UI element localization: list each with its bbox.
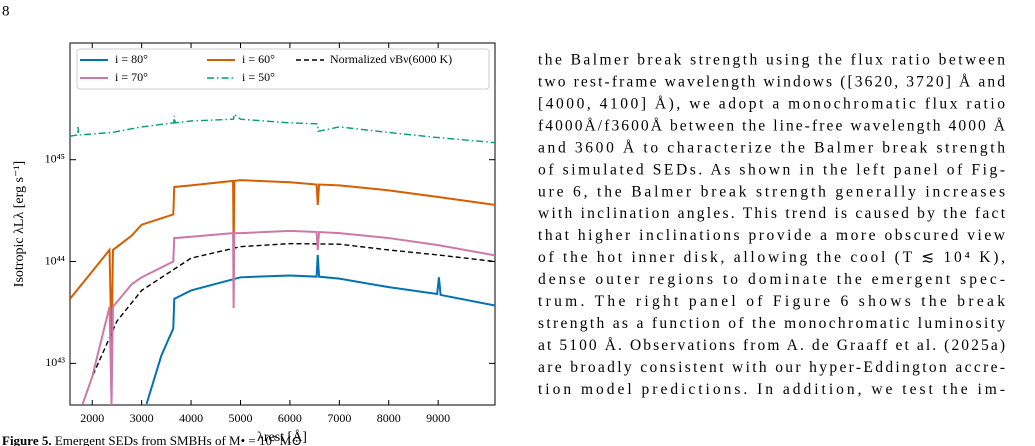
- x-tick-label: 2000: [80, 411, 104, 425]
- x-tick-label: 7000: [327, 411, 351, 425]
- x-axis-label: λrest [Å]: [257, 429, 307, 445]
- body-line: [4000, 4100] Å), we adopt a monochromati…: [538, 95, 1005, 112]
- x-tick-label: 6000: [278, 411, 302, 425]
- page-number: 8: [2, 3, 10, 19]
- legend-label: i = 70°: [115, 70, 148, 84]
- body-line: strength as a function of the monochroma…: [538, 315, 1005, 332]
- body-line: of the hot inner disk, allowing the cool…: [538, 249, 1005, 266]
- body-line: dense outer regions to dominate the emer…: [538, 271, 1005, 288]
- body-line: that higher inclinations provide a more …: [538, 227, 1006, 244]
- legend-label: Normalized νBν(6000 K): [330, 52, 452, 66]
- y-axis-label: Isotropic λLλ [erg s⁻¹]: [12, 161, 27, 287]
- legend-label: i = 80°: [115, 52, 148, 66]
- caption-text: Emergent SEDs from SMBHs of M• = 10⁷ M⊙: [55, 433, 302, 446]
- body-line: are broadly consistent with our hyper-Ed…: [538, 359, 1005, 376]
- body-line: and 3600 Å to characterize the Balmer br…: [538, 139, 1005, 156]
- body-line: two rest-frame wavelength windows ([3620…: [538, 74, 1005, 91]
- legend-label: i = 50°: [242, 70, 275, 84]
- legend-box: [76, 48, 490, 90]
- body-line: with inclination angles. This trend is c…: [538, 205, 1006, 222]
- plot-lines: [70, 112, 495, 405]
- plot-frame: [69, 42, 496, 406]
- body-line: ure 6, the Balmer break strength general…: [538, 183, 1005, 200]
- y-tick-label: 10⁴³: [45, 355, 65, 369]
- x-tick-label: 9000: [426, 411, 450, 425]
- body-line: tion model predictions. In addition, we …: [538, 381, 1005, 398]
- body-line: the Balmer break strength using the flux…: [538, 52, 1005, 69]
- y-tick-label: 10⁴⁵: [45, 151, 65, 165]
- x-tick-label: 8000: [377, 411, 401, 425]
- series-line: [145, 254, 495, 405]
- legend-label: i = 60°: [242, 52, 275, 66]
- caption: Figure 5. Emergent SEDs from SMBHs of M•…: [2, 433, 302, 446]
- body-line: f4000Å/f3600Å between the line-free wave…: [538, 117, 1006, 134]
- body-line: at 5100 Å. Observations from A. de Graaf…: [538, 337, 1005, 354]
- body-line: of simulated SEDs. As shown in the left …: [538, 161, 1005, 178]
- x-tick-label: 3000: [130, 411, 154, 425]
- series-line: [70, 112, 495, 144]
- body-line: trum. The right panel of Figure 6 shows …: [538, 293, 1005, 310]
- series-line: [81, 242, 495, 405]
- caption-label: Figure 5.: [2, 433, 52, 446]
- y-tick-label: 10⁴⁴: [45, 253, 65, 267]
- series-line: [70, 179, 495, 346]
- x-tick-label: 4000: [179, 411, 203, 425]
- x-tick-label: 5000: [228, 411, 252, 425]
- series-line: [81, 229, 495, 405]
